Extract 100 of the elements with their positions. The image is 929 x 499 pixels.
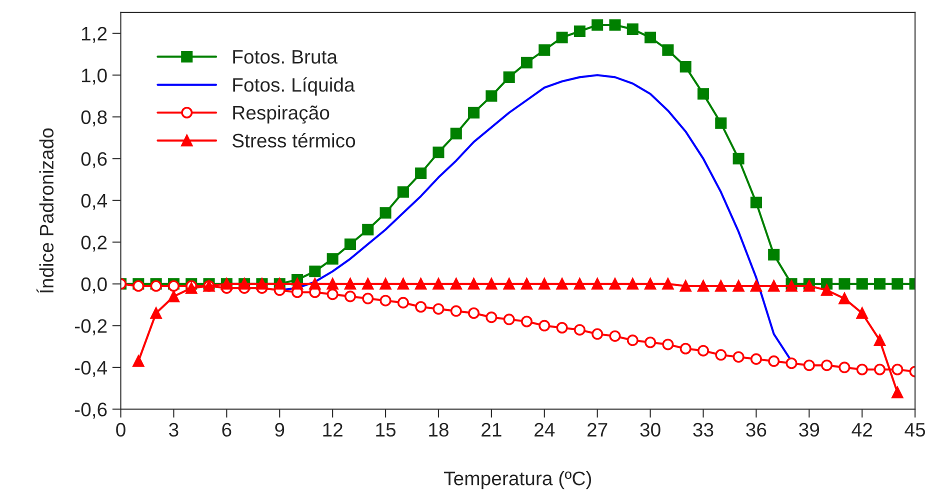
point xyxy=(326,288,338,300)
y-tick-label: -0,6 xyxy=(74,402,107,419)
point xyxy=(520,316,533,328)
point xyxy=(397,278,409,290)
y-tick-label: -0,2 xyxy=(74,319,107,336)
point xyxy=(450,278,462,290)
point xyxy=(486,278,498,290)
point xyxy=(168,290,180,302)
y-tick-label: 0,4 xyxy=(81,194,108,210)
point xyxy=(432,146,444,158)
point xyxy=(803,360,815,372)
x-tick-label: 39 xyxy=(799,422,820,437)
point xyxy=(750,196,762,208)
point xyxy=(468,278,480,290)
point xyxy=(503,278,515,290)
x-tick-label: 0 xyxy=(116,422,126,437)
point xyxy=(644,278,656,290)
y-tick-label: 1,2 xyxy=(82,26,107,43)
x-tick-label: 9 xyxy=(275,422,284,437)
legend-label: Fotos. Bruta xyxy=(233,50,338,64)
point xyxy=(786,357,798,370)
x-tick-label: 6 xyxy=(222,422,232,437)
x-tick-label: 33 xyxy=(693,422,714,437)
point xyxy=(856,364,868,376)
point xyxy=(503,314,515,326)
point xyxy=(732,351,744,363)
point xyxy=(292,278,304,290)
y-tick-label: -0,4 xyxy=(74,360,108,377)
y-tick-label: 0,6 xyxy=(81,152,107,168)
point xyxy=(592,19,604,31)
point xyxy=(644,32,656,44)
point xyxy=(397,186,409,198)
point xyxy=(662,44,674,56)
point xyxy=(415,278,427,290)
point xyxy=(362,292,374,304)
point xyxy=(697,280,710,292)
point xyxy=(486,90,498,102)
legend-label: Fotos. Líquida xyxy=(233,77,355,96)
point xyxy=(662,338,674,350)
point xyxy=(503,71,515,83)
point xyxy=(344,290,356,302)
y-tick-label: 0,0 xyxy=(81,277,107,294)
point xyxy=(892,364,904,376)
point xyxy=(768,280,780,292)
point xyxy=(856,307,868,319)
point xyxy=(397,296,409,308)
x-tick-label: 30 xyxy=(640,422,660,437)
y-axis-title: Índice Padronizado xyxy=(36,128,54,293)
point xyxy=(768,355,780,367)
point xyxy=(432,303,444,315)
point xyxy=(697,344,710,356)
point xyxy=(538,44,550,56)
point xyxy=(626,23,638,35)
point xyxy=(821,360,833,372)
point xyxy=(326,278,338,290)
point xyxy=(326,253,338,265)
point xyxy=(715,349,727,361)
point xyxy=(838,362,850,374)
x-tick-label: 42 xyxy=(852,422,872,436)
point xyxy=(892,386,904,398)
point xyxy=(892,278,904,290)
point xyxy=(574,278,586,290)
point xyxy=(309,266,321,278)
x-tick-label: 21 xyxy=(482,422,502,436)
point xyxy=(874,364,886,376)
point xyxy=(132,355,144,367)
point xyxy=(750,280,762,292)
point xyxy=(626,278,638,290)
x-tick-label: 15 xyxy=(376,423,396,437)
point xyxy=(344,238,356,250)
point xyxy=(874,278,886,290)
point xyxy=(732,152,744,164)
point xyxy=(468,307,480,319)
point xyxy=(768,248,780,260)
x-tick-label: 24 xyxy=(534,422,555,436)
point xyxy=(574,26,586,38)
point xyxy=(415,167,427,180)
point xyxy=(609,278,621,290)
point xyxy=(732,280,744,292)
point xyxy=(556,32,568,44)
point xyxy=(609,19,621,31)
point xyxy=(432,278,444,290)
point xyxy=(520,56,533,68)
point xyxy=(697,88,710,100)
y-tick-label: 0,2 xyxy=(81,236,107,252)
legend-label: Stress térmico xyxy=(232,133,356,148)
point xyxy=(662,278,674,290)
point xyxy=(556,278,568,290)
x-tick-label: 45 xyxy=(904,423,926,437)
point xyxy=(486,312,498,324)
point xyxy=(344,278,356,290)
point xyxy=(380,207,392,219)
point xyxy=(309,278,321,290)
point xyxy=(362,224,374,236)
point xyxy=(150,307,162,319)
y-tick-label: 1,0 xyxy=(82,68,107,85)
point xyxy=(609,330,621,342)
x-tick-label: 12 xyxy=(323,422,342,436)
point xyxy=(592,328,604,340)
x-tick-label: 18 xyxy=(429,422,448,437)
